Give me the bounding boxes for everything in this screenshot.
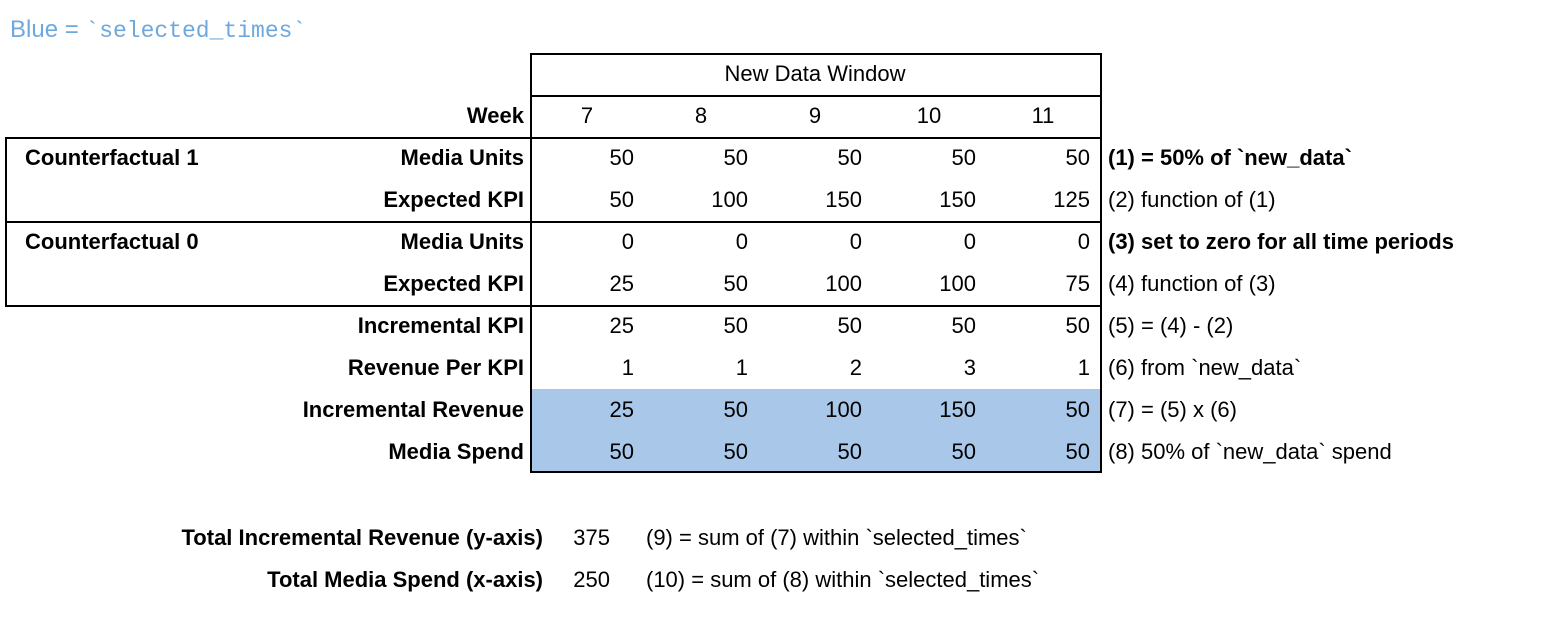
total-value: 250 <box>573 567 610 592</box>
row-note: (7) = (5) x (6) <box>1108 397 1237 422</box>
cell-value: 50 <box>723 145 748 170</box>
row-note: (6) from `new_data` <box>1108 355 1302 380</box>
legend: Blue = `selected_times` <box>10 16 306 44</box>
row-label: Expected KPI <box>383 271 524 296</box>
week-value: 11 <box>1031 103 1055 128</box>
cell-value: 0 <box>1077 229 1090 254</box>
row-label: Expected KPI <box>383 187 524 212</box>
selected-times-highlight <box>532 389 1100 471</box>
table-row-media-spend: Media Spend 50 50 50 50 50 (8) 50% of `n… <box>5 431 1539 473</box>
row-label: Incremental Revenue <box>302 397 524 422</box>
cell-value: 50 <box>723 397 748 422</box>
row-note: (4) function of (3) <box>1108 271 1276 296</box>
cell-value: 50 <box>1065 313 1090 338</box>
table-row-cf0-expected-kpi: Expected KPI 25 50 100 100 75 (4) functi… <box>5 263 1539 305</box>
total-label: Total Media Spend (x-axis) <box>267 567 543 592</box>
cell-value: 2 <box>849 355 862 380</box>
cell-value: 150 <box>939 397 976 422</box>
cell-value: 0 <box>621 229 634 254</box>
table-row-incremental-kpi: Incremental KPI 25 50 50 50 50 (5) = (4)… <box>5 305 1539 347</box>
row-note: (5) = (4) - (2) <box>1108 313 1234 338</box>
cell-value: 50 <box>951 313 976 338</box>
cell-value: 0 <box>963 229 976 254</box>
table-row-cf1-media-units: Counterfactual 1 Media Units 50 50 50 50… <box>5 137 1539 179</box>
cell-value: 50 <box>609 439 634 464</box>
row-note: (8) 50% of `new_data` spend <box>1108 439 1392 464</box>
table-row-cf0-media-units: Counterfactual 0 Media Units 0 0 0 0 0 (… <box>5 221 1539 263</box>
cell-value: 50 <box>837 439 862 464</box>
table-border-week-divider <box>5 137 1102 139</box>
table-border-left <box>530 53 532 473</box>
table-row-incremental-revenue: Incremental Revenue 25 50 100 150 50 (7)… <box>5 389 1539 431</box>
cell-value: 50 <box>951 439 976 464</box>
cell-value: 100 <box>939 271 976 296</box>
table-border-cf0-divider <box>5 305 1102 307</box>
week-label: Week <box>466 103 524 128</box>
table-border-right <box>1100 53 1102 473</box>
cell-value: 100 <box>825 271 862 296</box>
cell-value: 75 <box>1065 271 1090 296</box>
cell-value: 50 <box>609 187 634 212</box>
cell-value: 25 <box>609 397 634 422</box>
week-row: Week 7 8 9 10 11 <box>5 95 1539 137</box>
total-label: Total Incremental Revenue (y-axis) <box>181 525 544 550</box>
week-value: 10 <box>916 103 942 128</box>
cell-value: 50 <box>609 145 634 170</box>
table-border-bottom <box>530 471 1102 473</box>
cell-value: 1 <box>1077 355 1090 380</box>
cell-value: 50 <box>723 313 748 338</box>
row-note: (3) set to zero for all time periods <box>1108 229 1454 254</box>
cell-value: 150 <box>825 187 862 212</box>
cell-value: 25 <box>609 313 634 338</box>
cell-value: 3 <box>963 355 976 380</box>
total-note: (9) = sum of (7) within `selected_times` <box>646 525 1027 550</box>
week-value: 7 <box>580 103 594 128</box>
counterfactual-box-left-border <box>5 137 7 307</box>
cell-value: 0 <box>735 229 748 254</box>
cell-value: 25 <box>609 271 634 296</box>
group-label: Counterfactual 0 <box>25 229 199 254</box>
cell-value: 50 <box>723 271 748 296</box>
cell-value: 50 <box>1065 397 1090 422</box>
table-row-revenue-per-kpi: Revenue Per KPI 1 1 2 3 1 (6) from `new_… <box>5 347 1539 389</box>
table-border-cf1-divider <box>5 221 1102 223</box>
new-data-window-header: New Data Window <box>724 61 906 86</box>
cell-value: 50 <box>837 145 862 170</box>
cell-value: 50 <box>837 313 862 338</box>
legend-label: Blue = <box>10 16 86 43</box>
cell-value: 50 <box>723 439 748 464</box>
cell-value: 100 <box>825 397 862 422</box>
row-label: Media Units <box>400 145 524 170</box>
row-label: Revenue Per KPI <box>347 355 524 380</box>
table-border-header-divider <box>530 95 1102 97</box>
total-media-spend-row: Total Media Spend (x-axis) 250 (10) = su… <box>5 559 1539 601</box>
row-note: (2) function of (1) <box>1108 187 1276 212</box>
cell-value: 125 <box>1053 187 1090 212</box>
table-row-cf1-expected-kpi: Expected KPI 50 100 150 150 125 (2) func… <box>5 179 1539 221</box>
cell-value: 1 <box>621 355 634 380</box>
cell-value: 150 <box>939 187 976 212</box>
week-value: 9 <box>808 103 822 128</box>
cell-value: 50 <box>1065 439 1090 464</box>
cell-value: 50 <box>1065 145 1090 170</box>
table-border-top <box>530 53 1102 55</box>
row-label: Media Units <box>400 229 524 254</box>
cell-value: 0 <box>849 229 862 254</box>
cell-value: 50 <box>951 145 976 170</box>
legend-code: `selected_times` <box>85 18 307 44</box>
row-label: Media Spend <box>388 439 524 464</box>
row-note: (1) = 50% of `new_data` <box>1108 145 1352 170</box>
total-incremental-revenue-row: Total Incremental Revenue (y-axis) 375 (… <box>5 517 1539 559</box>
week-value: 8 <box>694 103 708 128</box>
group-label: Counterfactual 1 <box>25 145 199 170</box>
cell-value: 100 <box>711 187 748 212</box>
row-label: Incremental KPI <box>357 313 524 338</box>
total-value: 375 <box>573 525 610 550</box>
total-note: (10) = sum of (8) within `selected_times… <box>646 567 1040 592</box>
cell-value: 1 <box>735 355 748 380</box>
